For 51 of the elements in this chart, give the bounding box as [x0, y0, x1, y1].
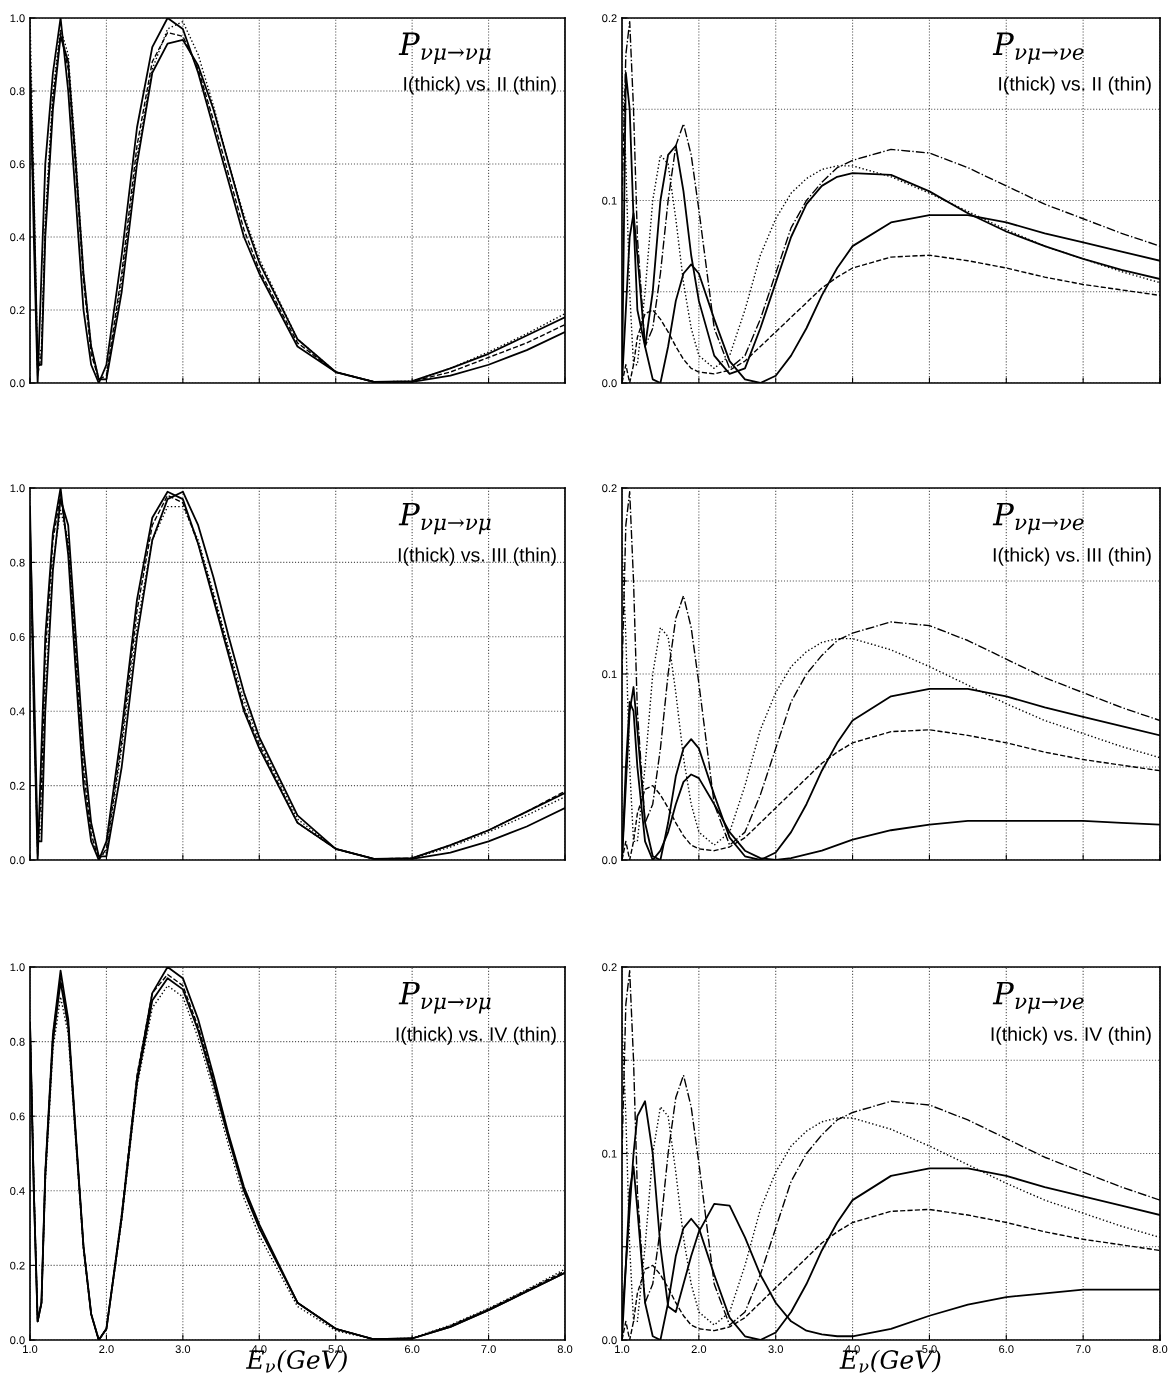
- y-tick-label: 0.8: [10, 1037, 25, 1046]
- y-tick-label: 1.0: [10, 963, 25, 972]
- annotation: I(thick) vs. III (thin): [993, 547, 1151, 566]
- x-tick-label: 3.0: [175, 1345, 191, 1354]
- annotation: P$_{νμ→νe}$: [992, 32, 1084, 65]
- y-tick-label: 0.1: [602, 196, 617, 205]
- y-tick-label: 0.0: [10, 379, 25, 388]
- y-tick-label: 0.0: [602, 379, 617, 388]
- y-tick-label: 0.1: [602, 670, 617, 679]
- y-tick-label: 0.1: [602, 1149, 617, 1158]
- annotation: P$_{νμ→νμ}$: [398, 981, 491, 1014]
- y-tick-label: 0.8: [10, 87, 25, 96]
- x-tick-label: 7.0: [1075, 1345, 1091, 1354]
- annotation: I(thick) vs. II (thin): [999, 76, 1151, 95]
- annotation: I(thick) vs. IV (thin): [991, 1026, 1151, 1045]
- annotation: P$_{νμ→νμ}$: [398, 32, 491, 65]
- y-tick-label: 0.2: [602, 963, 617, 972]
- y-tick-label: 0.0: [602, 1336, 617, 1345]
- x-tick-label: 2.0: [99, 1345, 114, 1354]
- y-tick-label: 0.4: [10, 707, 25, 716]
- y-tick-label: 0.6: [10, 1112, 25, 1121]
- y-tick-label: 0.8: [10, 558, 25, 567]
- y-tick-label: 0.0: [602, 856, 617, 865]
- x-tick-label: 8.0: [557, 1345, 573, 1354]
- annotation: I(thick) vs. III (thin): [398, 547, 556, 566]
- x-tick-label: 1.0: [23, 1345, 38, 1354]
- y-tick-label: 0.6: [10, 160, 25, 169]
- y-tick-label: 0.2: [602, 484, 617, 493]
- y-tick-label: 0.6: [10, 633, 25, 641]
- x-tick-label: 3.0: [768, 1345, 783, 1354]
- y-tick-label: 0.2: [10, 306, 25, 315]
- annotation: I(thick) vs. II (thin): [404, 76, 556, 95]
- x-tick-label: 6.0: [404, 1345, 420, 1354]
- y-tick-label: 0.4: [10, 233, 25, 242]
- y-tick-label: 0.2: [602, 14, 617, 23]
- y-tick-label: 1.0: [10, 14, 25, 23]
- annotation: I(thick) vs. IV (thin): [396, 1026, 556, 1045]
- y-tick-label: 0.2: [10, 1261, 25, 1270]
- y-tick-label: 0.0: [10, 856, 25, 865]
- annotation: P$_{νμ→νe}$: [992, 502, 1084, 535]
- y-tick-label: 1.0: [10, 484, 25, 493]
- x-tick-label: 2.0: [691, 1345, 707, 1354]
- annotation: P$_{νμ→νe}$: [992, 981, 1084, 1014]
- annotation: P$_{νμ→νμ}$: [398, 502, 491, 535]
- y-tick-label: 0.0: [10, 1336, 25, 1345]
- x-tick-label: 7.0: [481, 1345, 496, 1354]
- y-tick-label: 0.2: [10, 781, 25, 790]
- x-tick-label: 8.0: [1152, 1345, 1168, 1354]
- x-tick-label: 6.0: [999, 1345, 1014, 1354]
- y-tick-label: 0.4: [10, 1187, 25, 1195]
- x-tick-label: 1.0: [615, 1345, 630, 1354]
